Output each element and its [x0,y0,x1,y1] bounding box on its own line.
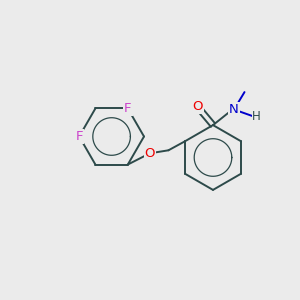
Text: F: F [124,102,132,115]
Text: N: N [229,103,239,116]
Text: F: F [76,130,83,143]
Text: O: O [192,100,203,113]
Text: O: O [145,147,155,160]
Text: H: H [252,110,261,123]
